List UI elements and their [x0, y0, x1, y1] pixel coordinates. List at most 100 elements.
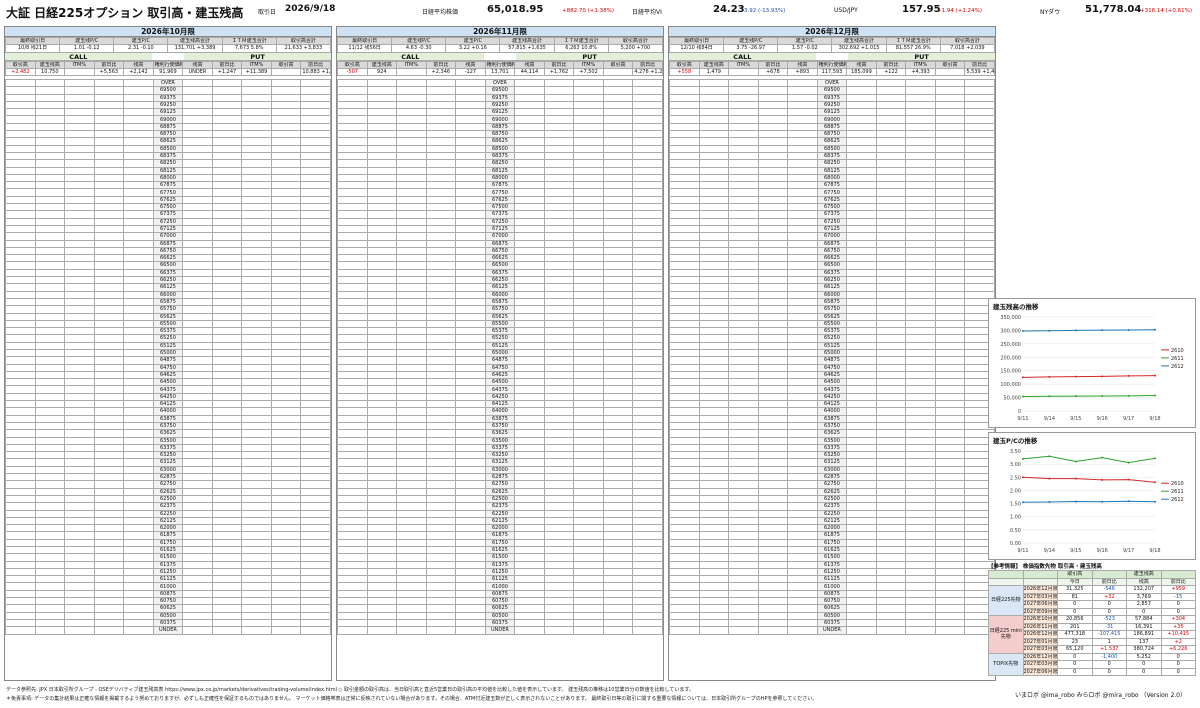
table-row: 61375	[5, 560, 331, 569]
empty-cell	[905, 436, 936, 445]
empty-cell	[396, 297, 427, 307]
futures-cell: 0	[1160, 667, 1196, 676]
empty-cell	[875, 370, 907, 380]
empty-cell	[270, 451, 302, 460]
sum-cell: 1,479	[698, 67, 730, 77]
empty-cell	[300, 327, 331, 336]
summary-value: 7,673 5.8%	[221, 44, 277, 53]
empty-cell	[787, 166, 818, 175]
empty-cell	[573, 297, 604, 307]
empty-cell	[270, 327, 302, 336]
empty-cell	[632, 275, 663, 285]
empty-cell	[337, 144, 368, 153]
table-row: 67750	[5, 188, 331, 197]
empty-cell	[602, 100, 634, 110]
empty-cell	[123, 217, 154, 226]
empty-cell	[669, 611, 700, 620]
column-header: 残高	[182, 60, 213, 69]
empty-cell	[573, 509, 604, 518]
empty-cell	[211, 626, 243, 635]
empty-cell	[182, 246, 213, 256]
empty-cell	[573, 254, 604, 263]
empty-cell	[366, 268, 398, 278]
empty-cell	[300, 217, 331, 226]
empty-cell	[632, 400, 663, 409]
empty-cell	[934, 429, 966, 438]
empty-cell	[514, 246, 545, 256]
summary-header: 建玉P/C	[113, 36, 169, 46]
empty-cell	[602, 217, 634, 226]
empty-cell	[123, 414, 154, 423]
empty-cell	[93, 473, 125, 482]
empty-cell	[602, 268, 634, 278]
strike-price: 63875	[484, 414, 516, 423]
empty-cell	[5, 312, 36, 321]
empty-cell	[300, 363, 331, 372]
empty-cell	[632, 115, 663, 124]
strike-price: 65750	[816, 305, 848, 314]
empty-cell	[93, 575, 125, 584]
series-point	[1101, 375, 1104, 378]
table-row: 69125	[669, 108, 995, 117]
empty-cell	[787, 421, 818, 431]
empty-cell	[337, 465, 368, 475]
empty-cell	[455, 268, 486, 278]
empty-cell	[123, 166, 154, 175]
empty-cell	[211, 458, 243, 467]
empty-cell	[455, 166, 486, 175]
empty-cell	[34, 524, 66, 533]
empty-cell	[632, 436, 663, 445]
empty-cell	[573, 480, 604, 489]
empty-cell	[300, 407, 331, 416]
empty-cell	[573, 421, 604, 431]
empty-cell	[757, 363, 789, 372]
sum-cell	[602, 67, 634, 77]
empty-cell	[34, 312, 66, 321]
strike-price: 62375	[816, 502, 848, 511]
empty-cell	[602, 151, 634, 161]
empty-cell	[875, 582, 907, 591]
table-row: 65625	[669, 312, 995, 321]
empty-cell	[425, 166, 457, 175]
empty-cell	[270, 407, 302, 416]
empty-cell	[455, 392, 486, 402]
empty-cell	[455, 531, 486, 540]
sum-cell: 117,593	[816, 67, 848, 77]
table-row: 68250	[669, 159, 995, 168]
empty-cell	[93, 494, 125, 504]
empty-cell	[632, 385, 663, 394]
empty-cell	[300, 451, 331, 460]
table-row: 65875	[337, 297, 663, 307]
empty-cell	[905, 254, 936, 263]
table-row: 69375	[669, 93, 995, 102]
sum-cell: UNDER	[182, 67, 213, 77]
empty-cell	[846, 319, 877, 329]
empty-cell	[241, 312, 272, 321]
empty-cell	[787, 385, 818, 394]
empty-cell	[632, 429, 663, 438]
empty-cell	[728, 224, 759, 234]
empty-cell	[787, 305, 818, 314]
pc-trend-plot: 3.503.002.502.001.501.000.500.009/11 9/14…	[1010, 449, 1184, 554]
empty-cell	[241, 473, 272, 482]
table-row: 61375	[669, 560, 995, 569]
empty-cell	[211, 327, 243, 336]
empty-cell	[875, 86, 907, 95]
series-line-2610	[1022, 375, 1156, 378]
empty-cell	[123, 290, 154, 299]
empty-cell	[602, 392, 634, 402]
strike-price: 68500	[152, 144, 184, 153]
empty-cell	[425, 86, 457, 95]
empty-cell	[270, 210, 302, 219]
empty-cell	[875, 217, 907, 226]
empty-cell	[93, 531, 125, 540]
sum-cell	[270, 67, 302, 77]
table-row: 68125	[337, 166, 663, 175]
empty-cell	[211, 378, 243, 387]
empty-cell	[875, 239, 907, 248]
futures-title: 【参考情報】 株価指数先物 取引高・建玉残高	[988, 564, 1102, 570]
empty-cell	[905, 122, 936, 132]
series-point	[1074, 500, 1077, 503]
sum-cell: +5,563	[93, 67, 125, 77]
empty-cell	[211, 210, 243, 219]
